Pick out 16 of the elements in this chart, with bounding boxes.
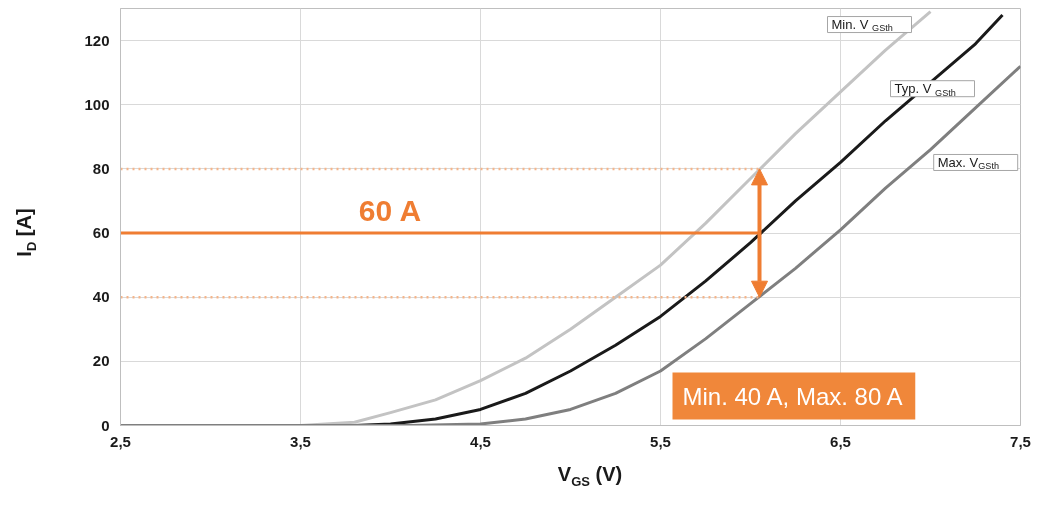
y-tick-label: 0 (101, 416, 110, 434)
x-tick-label: 5,5 (650, 432, 671, 450)
y-tick-label: 60 (92, 224, 110, 242)
annotation: Min. 40 A, Max. 80 A (682, 382, 903, 410)
x-tick-label: 4,5 (470, 432, 491, 450)
annotation: 60 A (358, 194, 422, 227)
x-tick-label: 6,5 (830, 432, 851, 450)
y-tick-label: 120 (84, 31, 110, 49)
y-tick-label: 40 (92, 288, 110, 306)
y-tick-label: 20 (92, 352, 110, 370)
x-axis-title: V$_{GS}$ (V) (557, 462, 623, 491)
y-tick-label: 80 (92, 159, 110, 177)
x-tick-label: 7,5 (1010, 432, 1031, 450)
x-tick-label: 2,5 (110, 432, 131, 450)
x-tick-label: 3,5 (290, 432, 311, 450)
y-tick-label: 100 (84, 95, 110, 113)
